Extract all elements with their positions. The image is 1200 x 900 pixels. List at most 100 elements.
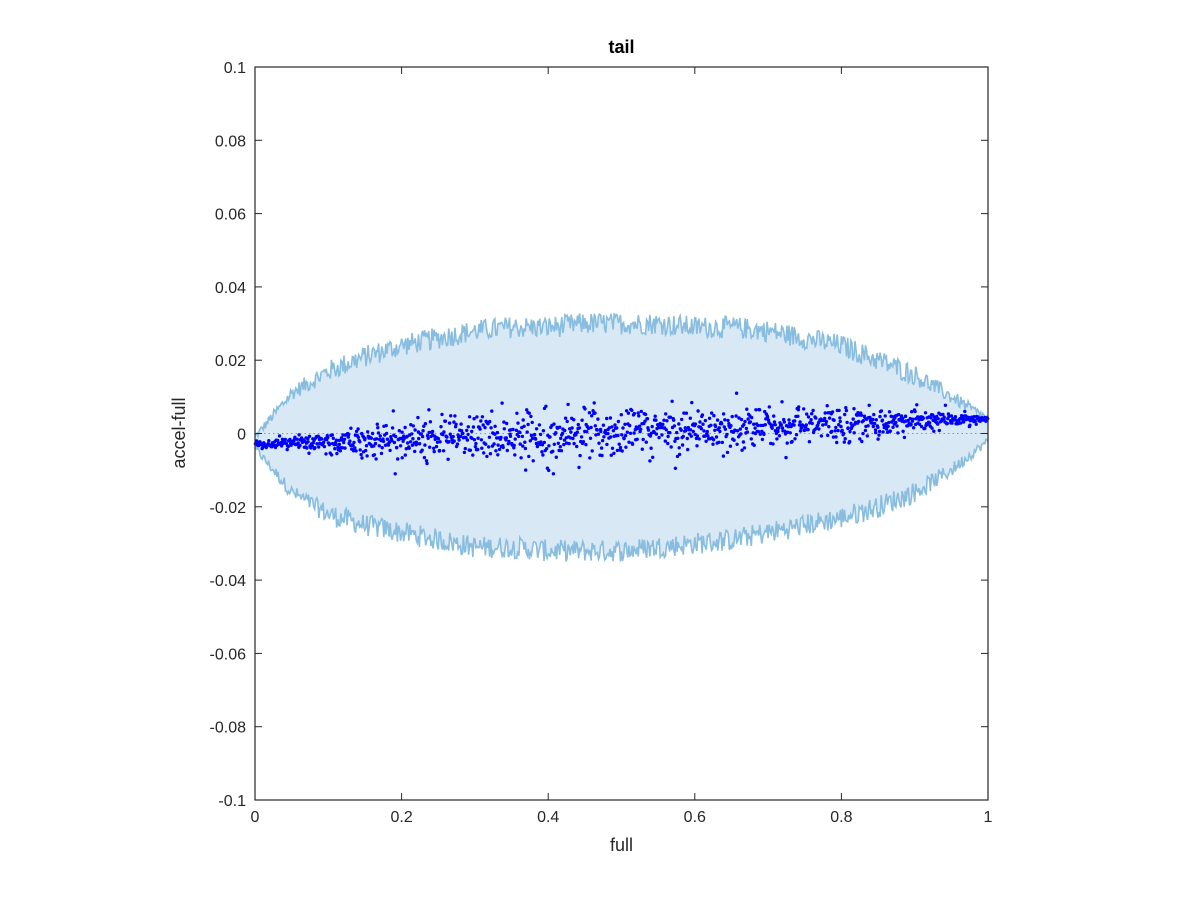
data-point xyxy=(432,449,436,454)
data-point xyxy=(505,421,509,426)
data-point xyxy=(695,444,699,448)
chart-title: tail xyxy=(608,37,634,57)
data-point xyxy=(519,456,523,460)
data-point xyxy=(494,449,498,453)
data-point xyxy=(471,425,476,429)
data-point xyxy=(470,429,474,434)
data-point xyxy=(844,408,849,413)
data-point xyxy=(307,434,312,438)
data-point xyxy=(470,436,474,440)
data-point xyxy=(871,417,875,422)
data-point xyxy=(420,448,424,452)
data-point xyxy=(645,417,650,421)
data-point xyxy=(936,422,940,426)
data-point xyxy=(372,444,376,448)
data-point xyxy=(734,414,738,418)
data-point xyxy=(562,438,567,442)
data-point xyxy=(461,431,465,436)
data-point xyxy=(441,432,445,437)
data-point xyxy=(699,427,704,431)
data-point xyxy=(688,428,693,432)
data-point xyxy=(877,429,882,434)
data-point xyxy=(277,434,282,438)
data-point xyxy=(406,441,410,445)
data-point xyxy=(541,453,545,457)
data-point xyxy=(493,432,497,436)
data-point xyxy=(353,446,357,450)
data-point xyxy=(467,415,472,419)
data-point xyxy=(587,411,592,415)
data-point xyxy=(342,440,346,445)
data-point xyxy=(821,423,825,427)
data-point xyxy=(363,436,367,441)
data-point xyxy=(785,441,789,445)
data-point xyxy=(338,449,342,453)
data-point xyxy=(804,423,808,427)
data-point xyxy=(903,414,908,418)
data-point xyxy=(622,436,626,441)
data-point xyxy=(677,446,681,450)
y-tick-label: -0.04 xyxy=(210,573,247,590)
data-point xyxy=(872,421,877,426)
data-point xyxy=(574,433,578,437)
data-point xyxy=(441,449,446,453)
data-point xyxy=(814,416,818,420)
data-point xyxy=(881,430,885,434)
data-point xyxy=(870,421,874,425)
data-point xyxy=(910,410,914,414)
data-point xyxy=(487,445,491,449)
data-point xyxy=(796,408,801,412)
data-point xyxy=(753,426,757,430)
data-point xyxy=(495,430,500,435)
data-point xyxy=(472,417,476,421)
data-point xyxy=(809,418,813,422)
data-point xyxy=(499,435,503,440)
data-point xyxy=(876,437,880,441)
data-point xyxy=(335,451,339,456)
y-tick-label: 0.06 xyxy=(215,207,246,224)
data-point xyxy=(725,450,730,455)
data-point xyxy=(630,408,634,413)
data-point xyxy=(446,457,450,461)
data-point xyxy=(530,420,534,425)
data-point xyxy=(328,442,332,446)
data-point xyxy=(738,427,742,431)
data-point xyxy=(801,423,805,428)
data-point xyxy=(352,440,356,445)
data-point xyxy=(430,429,435,434)
data-point xyxy=(754,408,758,412)
data-point xyxy=(537,423,542,427)
data-point xyxy=(435,440,440,444)
data-point xyxy=(452,439,456,443)
data-point xyxy=(579,435,584,439)
x-tick-label: 0.2 xyxy=(390,809,412,826)
x-tick-label: 0.6 xyxy=(684,809,706,826)
data-point xyxy=(348,439,352,443)
data-point xyxy=(672,418,676,422)
data-point xyxy=(397,429,401,433)
data-point xyxy=(735,442,739,446)
data-point xyxy=(618,445,623,450)
data-point xyxy=(372,453,377,457)
data-point xyxy=(449,414,453,418)
data-point xyxy=(588,436,593,440)
y-tick-label: 0 xyxy=(237,427,246,444)
data-point xyxy=(664,412,668,416)
data-point xyxy=(544,404,548,408)
data-point xyxy=(615,426,619,430)
data-point xyxy=(635,437,639,441)
data-point xyxy=(725,432,729,437)
data-point xyxy=(478,427,482,431)
data-point xyxy=(413,449,417,454)
data-point xyxy=(605,442,609,447)
data-point xyxy=(329,453,334,457)
data-point xyxy=(777,434,782,438)
data-point xyxy=(842,440,846,444)
data-point xyxy=(752,443,756,447)
data-point xyxy=(526,422,530,427)
data-point xyxy=(479,438,484,442)
y-tick-label: -0.1 xyxy=(218,793,246,810)
data-point xyxy=(684,411,689,415)
data-point xyxy=(891,425,895,429)
data-point xyxy=(508,434,513,438)
